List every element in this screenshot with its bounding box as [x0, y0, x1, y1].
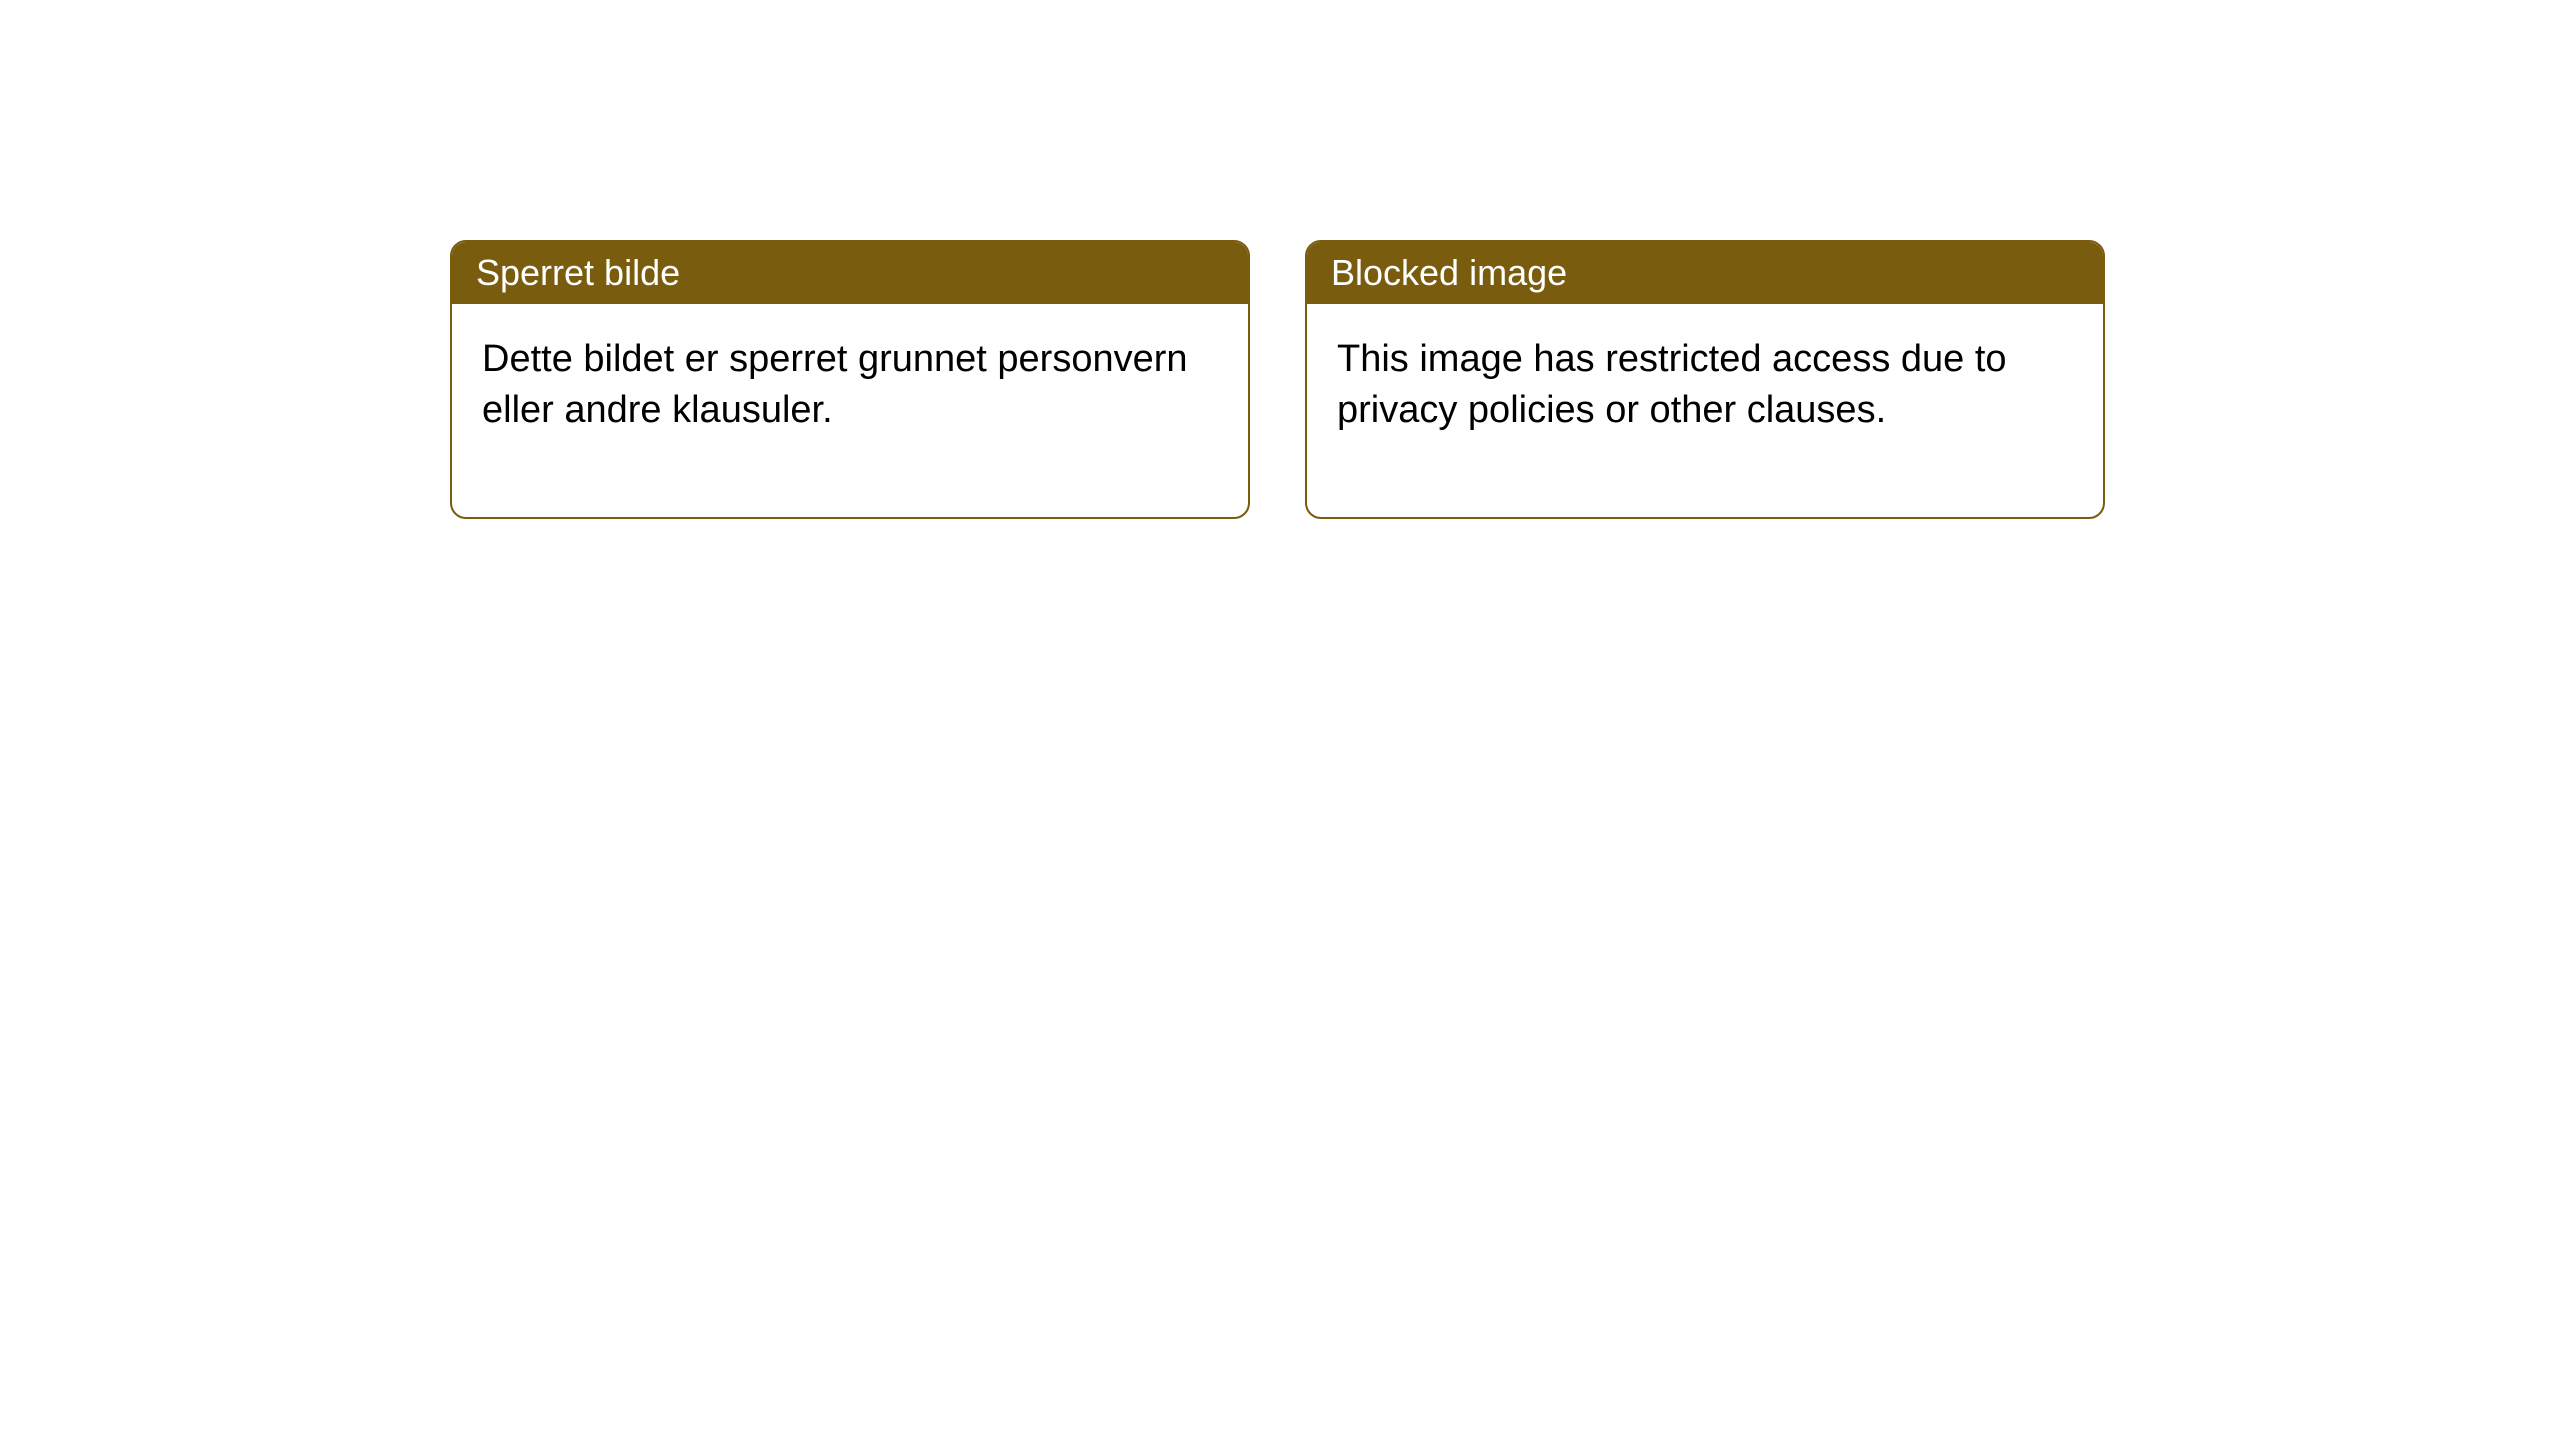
notice-header-no: Sperret bilde [452, 242, 1248, 304]
notice-container: Sperret bilde Dette bildet er sperret gr… [450, 240, 2105, 519]
notice-title-no: Sperret bilde [476, 252, 680, 293]
notice-body-no: Dette bildet er sperret grunnet personve… [452, 304, 1248, 517]
notice-body-en: This image has restricted access due to … [1307, 304, 2103, 517]
notice-header-en: Blocked image [1307, 242, 2103, 304]
notice-card-en: Blocked image This image has restricted … [1305, 240, 2105, 519]
notice-title-en: Blocked image [1331, 252, 1567, 293]
notice-card-no: Sperret bilde Dette bildet er sperret gr… [450, 240, 1250, 519]
notice-text-no: Dette bildet er sperret grunnet personve… [482, 338, 1188, 431]
notice-text-en: This image has restricted access due to … [1337, 338, 2007, 431]
